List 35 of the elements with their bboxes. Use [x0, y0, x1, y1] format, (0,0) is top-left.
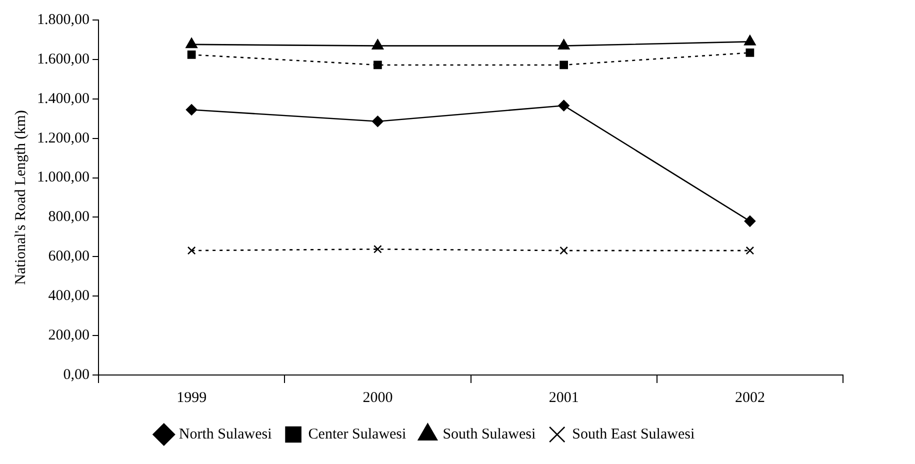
point	[187, 50, 196, 59]
y-tick-label: 1.600,00	[37, 51, 90, 68]
point	[744, 35, 756, 46]
point	[558, 39, 570, 50]
point	[560, 60, 568, 70]
point	[746, 246, 754, 255]
point	[374, 244, 382, 254]
y-tick-label: 800,00	[48, 209, 90, 226]
point	[746, 48, 754, 57]
point	[744, 216, 756, 227]
point	[558, 100, 570, 112]
point	[186, 38, 198, 48]
legend-label: South East Sulawesi	[572, 426, 695, 442]
x-tick-label: 2001	[548, 390, 579, 406]
point	[372, 39, 384, 50]
y-tick-label: 1.800,00	[37, 12, 90, 28]
x-tick-label: 2002	[734, 390, 765, 406]
y-tick-label: 200,00	[48, 327, 90, 344]
legend-label: South Sulawesi	[442, 426, 536, 442]
point	[372, 116, 384, 128]
legend-label: Center Sulawesi	[308, 426, 406, 442]
x-tick-label: 2000	[362, 390, 393, 406]
point	[186, 104, 198, 116]
y-tick-label: 400,00	[48, 288, 90, 304]
y-axis-title: National's Road Length (km)	[12, 110, 29, 285]
y-tick-label: 600,00	[48, 248, 90, 265]
point	[187, 246, 196, 255]
y-tick-label: 1.000,00	[37, 170, 90, 186]
point	[560, 246, 568, 255]
y-tick-label: 1.200,00	[37, 130, 90, 146]
y-tick-label: 0,00	[63, 366, 90, 383]
y-tick-label: 1.400,00	[37, 90, 90, 107]
legend-label: North Sulawesi	[178, 426, 272, 442]
x-tick-label: 1999	[176, 390, 207, 406]
point	[374, 60, 382, 70]
